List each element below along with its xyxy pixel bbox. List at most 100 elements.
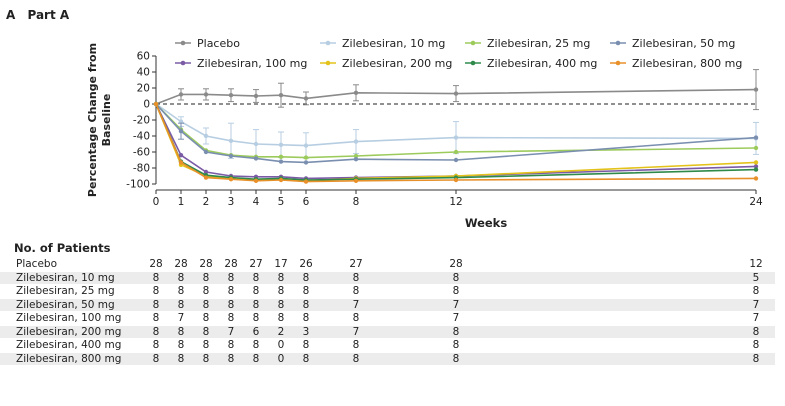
legend-label: Zilebesiran, 25 mg <box>487 37 590 50</box>
data-point <box>228 153 234 159</box>
patients-cell: 7 <box>752 298 760 311</box>
patients-cell: 8 <box>277 285 285 297</box>
legend-label: Zilebesiran, 800 mg <box>632 57 742 70</box>
patients-cell: 8 <box>177 339 185 351</box>
legend-marker <box>615 40 621 46</box>
y-tick-label: -100 <box>126 179 150 191</box>
patients-cell: 8 <box>177 285 185 297</box>
data-point <box>253 156 259 161</box>
patients-cell: 8 <box>452 285 460 297</box>
x-tick-label: 6 <box>303 196 310 208</box>
x-tick-label: 0 <box>153 196 160 208</box>
patients-cell: 8 <box>277 312 285 324</box>
data-point <box>203 149 209 155</box>
patients-cell: 8 <box>227 352 235 365</box>
series-line <box>155 103 757 147</box>
series-line <box>155 103 757 164</box>
patients-cell: 7 <box>452 312 460 324</box>
data-point <box>753 87 759 92</box>
patients-cell: 8 <box>152 339 160 351</box>
data-point <box>253 93 259 99</box>
patients-cell: 8 <box>252 339 260 351</box>
patients-cell: 8 <box>252 271 260 284</box>
legend-label: Zilebesiran, 100 mg <box>197 57 307 70</box>
x-tick-label: 12 <box>449 196 462 208</box>
data-point <box>228 177 234 182</box>
patients-cell: 5 <box>752 271 760 284</box>
patients-cell: 8 <box>202 298 210 311</box>
patients-cell: 8 <box>277 298 285 311</box>
patients-cell: 8 <box>177 352 185 365</box>
y-tick-label: -40 <box>133 131 150 143</box>
series-line <box>155 103 757 181</box>
data-point <box>303 160 309 165</box>
series-line <box>155 103 757 183</box>
data-point <box>178 92 184 97</box>
patients-cell: 8 <box>452 339 460 351</box>
patients-cell: 8 <box>302 339 310 351</box>
data-point <box>303 96 309 101</box>
patients-cell: 8 <box>302 285 310 297</box>
patients-cell: 8 <box>152 285 160 297</box>
data-point <box>178 160 184 165</box>
patients-cell: 8 <box>227 271 235 284</box>
patients-row: Zilebesiran, 400 mg 8 8 8 8 8 0 8 8 8 8 <box>0 339 775 351</box>
patients-cell: 3 <box>302 325 310 338</box>
data-point <box>353 157 359 162</box>
patients-cell: 8 <box>227 312 235 324</box>
data-point <box>353 139 359 144</box>
patients-cell: 28 <box>174 258 188 270</box>
patients-cell: 6 <box>252 325 260 338</box>
legend-label: Zilebesiran, 200 mg <box>342 57 452 70</box>
panel-title: A Part A <box>6 8 69 22</box>
y-tick-label: -20 <box>133 115 150 127</box>
patients-cell: 7 <box>752 312 760 324</box>
patients-row: Zilebesiran, 200 mg 8 8 8 7 6 2 3 7 8 8 <box>0 325 775 338</box>
legend-marker <box>615 60 621 66</box>
patients-cell: 7 <box>352 298 360 311</box>
data-point <box>453 177 459 183</box>
legend-label: Zilebesiran, 400 mg <box>487 57 597 70</box>
legend-label: Zilebesiran, 10 mg <box>342 37 445 50</box>
data-point <box>203 169 209 175</box>
y-tick-label: 0 <box>143 99 150 111</box>
panel-name: Part A <box>27 8 70 22</box>
legend-marker <box>470 40 476 46</box>
patients-cell: 8 <box>202 325 210 338</box>
data-point <box>203 175 209 180</box>
data-point <box>303 143 309 148</box>
x-tick-label: 3 <box>228 196 235 208</box>
data-point <box>753 135 759 140</box>
y-tick-label: 20 <box>137 83 150 95</box>
data-point <box>278 154 284 159</box>
series-line <box>155 103 757 159</box>
legend-marker <box>470 60 476 66</box>
patients-cell: 8 <box>452 352 460 365</box>
patients-cell: 28 <box>199 258 213 270</box>
line-chart: Placebo Zilebesiran, 10 mg Zilebesiran, 25… <box>86 37 763 230</box>
data-point <box>453 149 459 155</box>
patients-cell: 8 <box>352 285 360 297</box>
patients-cell: 8 <box>227 298 235 311</box>
patients-cell: 27 <box>249 258 263 270</box>
y-tick-label: 60 <box>137 51 150 63</box>
patients-cell: 8 <box>252 298 260 311</box>
patients-row: Zilebesiran, 50 mg 8 8 8 8 8 8 8 7 7 7 <box>0 298 775 311</box>
patients-cell: 8 <box>177 325 185 338</box>
data-point <box>753 167 759 172</box>
patients-row-label: Zilebesiran, 800 mg <box>16 352 122 365</box>
data-point <box>303 179 309 184</box>
data-point <box>203 133 209 139</box>
data-point <box>453 91 459 96</box>
y-tick-label: -60 <box>133 147 150 159</box>
legend-label: Placebo <box>197 37 240 50</box>
data-point <box>253 141 259 147</box>
x-tick-label: 4 <box>253 196 260 208</box>
patients-row-label: Zilebesiran, 100 mg <box>16 312 122 324</box>
data-point <box>753 164 759 169</box>
patients-cell: 12 <box>749 258 763 270</box>
patients-cell: 8 <box>352 312 360 324</box>
patients-cell: 8 <box>177 298 185 311</box>
data-point <box>353 178 359 183</box>
patients-cell: 28 <box>149 258 163 270</box>
